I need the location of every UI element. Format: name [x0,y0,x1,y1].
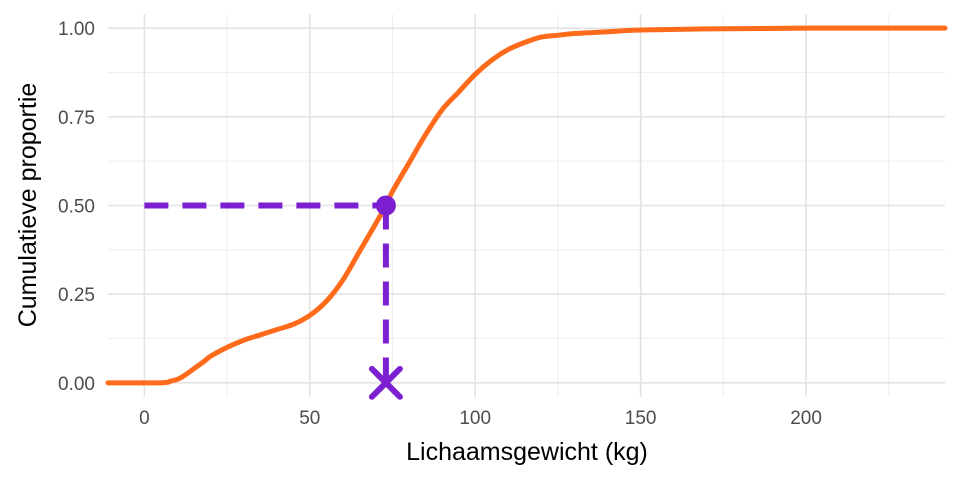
y-axis-ticks: 0.00 0.25 0.50 0.75 1.00 [58,19,95,395]
median-point [375,195,396,216]
major-gridlines [108,14,945,397]
x-axis-title: Lichaamsgewicht (kg) [406,438,648,466]
y-tick-label: 0.50 [58,197,95,218]
y-tick-label: 1.00 [58,19,95,40]
x-axis-ticks: 0 50 100 150 200 [139,408,822,429]
y-tick-label: 0.00 [58,374,95,395]
median-markers [368,195,403,400]
median-guides [144,202,389,383]
x-tick-label: 150 [625,408,657,429]
y-axis-title: Cumulatieve proportie [14,83,42,328]
median-x-marker-stroke [368,365,403,400]
x-tick-label: 0 [139,408,150,429]
x-tick-label: 50 [299,408,320,429]
x-tick-label: 100 [459,408,491,429]
y-tick-label: 0.75 [58,108,95,129]
x-tick-label: 200 [790,408,822,429]
median-x-marker [368,365,403,400]
y-tick-label: 0.25 [58,285,95,306]
